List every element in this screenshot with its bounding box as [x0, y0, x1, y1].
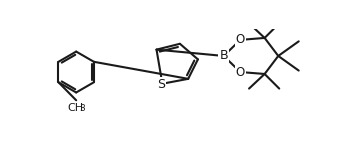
Text: O: O — [235, 66, 245, 79]
Text: B: B — [219, 49, 228, 62]
Text: 3: 3 — [79, 104, 85, 113]
Text: S: S — [157, 78, 165, 91]
Text: O: O — [235, 33, 245, 46]
Text: CH: CH — [67, 103, 83, 113]
